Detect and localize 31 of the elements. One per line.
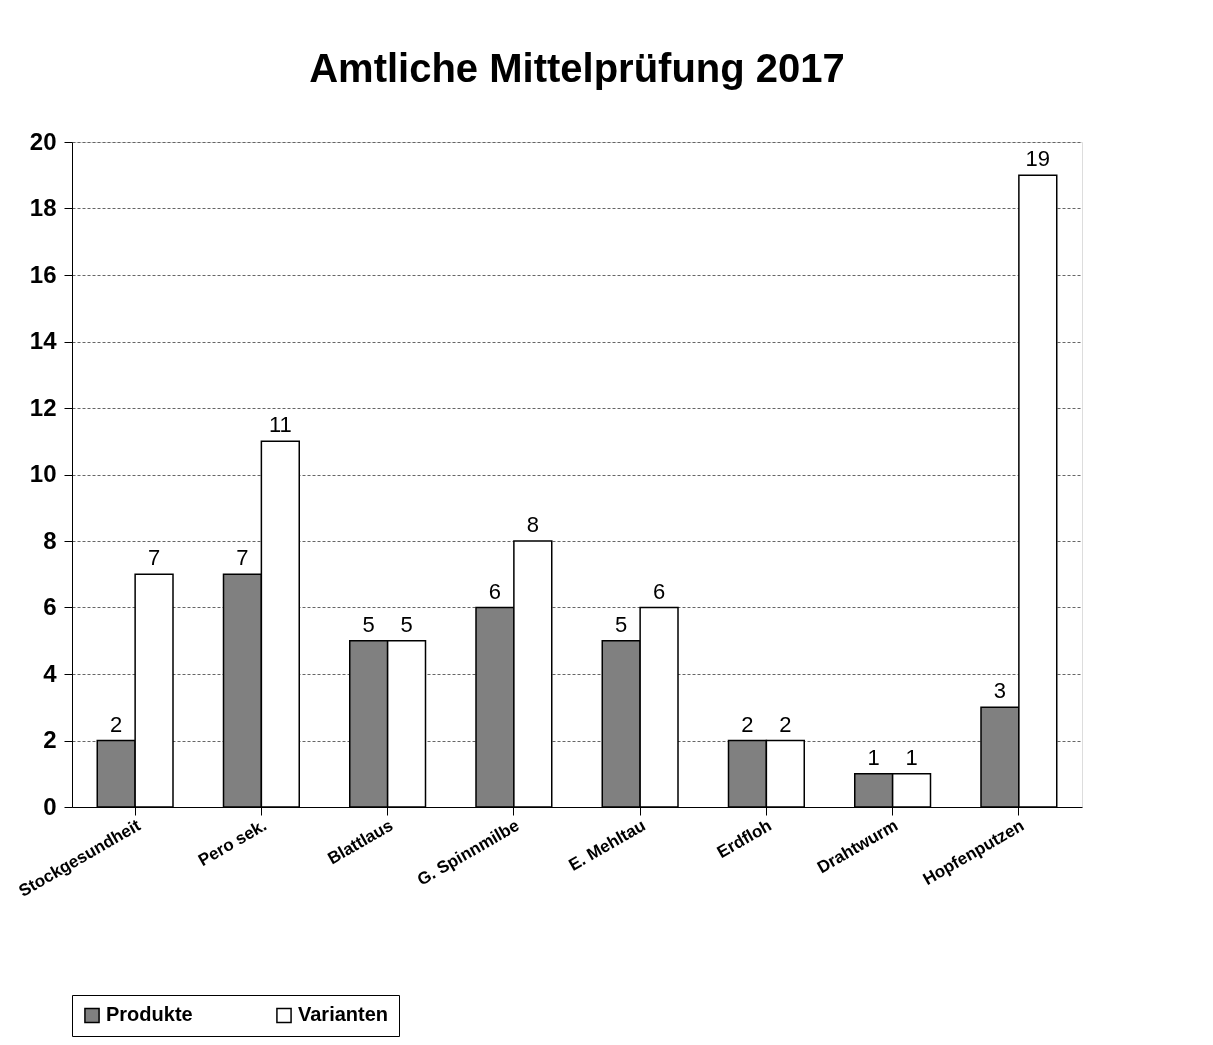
chart-title: Amtliche Mittelprüfung 2017 (309, 46, 845, 90)
y-tick-label: 12 (29, 393, 57, 421)
y-tick-label: 20 (29, 127, 57, 155)
data-label: 6 (488, 578, 502, 604)
y-tick-label: 8 (43, 526, 57, 554)
x-tick-label: Pero sek. (194, 815, 270, 871)
data-label: 1 (905, 744, 918, 770)
data-label: 11 (268, 412, 292, 438)
data-label: 7 (147, 545, 161, 571)
y-tick-label: 6 (43, 593, 57, 620)
data-label: 7 (236, 545, 249, 571)
y-tick-label: 14 (29, 327, 58, 354)
data-label: 2 (741, 711, 754, 737)
legend-label: Varianten (298, 1003, 389, 1026)
data-label: 5 (362, 611, 375, 637)
data-label: 2 (110, 711, 123, 737)
y-tick-label: 2 (43, 726, 57, 753)
data-label: 2 (779, 711, 792, 737)
y-tick-label: 18 (29, 194, 57, 221)
data-label: 6 (652, 578, 666, 604)
y-tick-label: 10 (29, 460, 57, 487)
data-label: 8 (526, 512, 539, 537)
data-label: 5 (400, 611, 413, 637)
y-tick-label: 16 (29, 260, 57, 288)
data-label: 5 (615, 611, 628, 637)
data-label: 19 (1025, 146, 1051, 172)
data-label: 1 (867, 744, 880, 770)
legend-label: Produkte (106, 1003, 193, 1026)
y-tick-label: 4 (43, 659, 58, 687)
data-label: 3 (993, 678, 1007, 704)
y-tick-label: 0 (43, 792, 57, 820)
